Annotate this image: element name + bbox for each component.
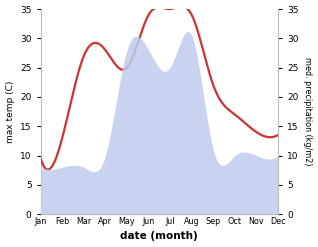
- X-axis label: date (month): date (month): [121, 231, 198, 242]
- Y-axis label: med. precipitation (kg/m2): med. precipitation (kg/m2): [303, 57, 313, 166]
- Y-axis label: max temp (C): max temp (C): [5, 80, 15, 143]
